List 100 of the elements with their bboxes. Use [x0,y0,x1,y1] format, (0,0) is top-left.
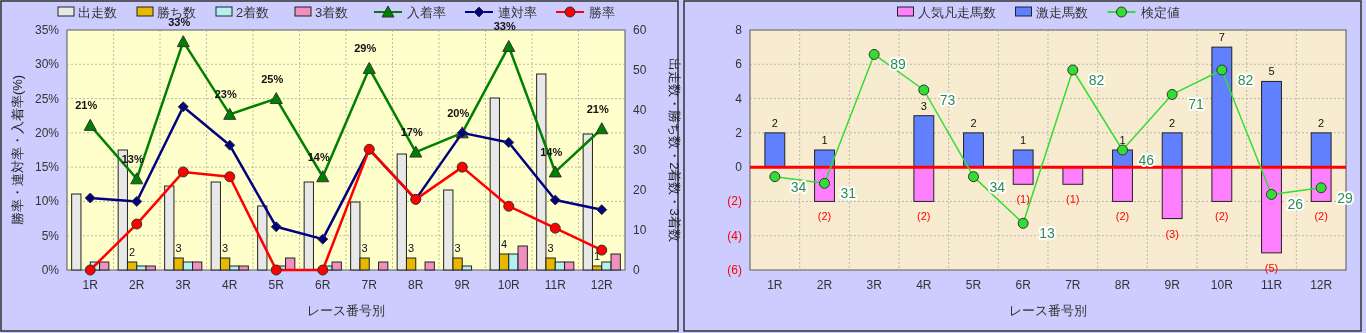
data-label: 1 [1119,134,1126,146]
y-tick-label: 5% [41,228,60,243]
x-tick-label: 10R [1210,278,1234,292]
x-tick-label: 3R [175,278,192,292]
data-label: 2 [129,246,136,258]
legend-label: 勝率 [589,5,615,20]
x-tick-label: 10R [497,278,521,292]
y-tick-label: 8 [735,23,743,37]
data-label: 46 [1138,152,1155,168]
data-label: (2) [1115,210,1130,223]
x-tick-label: 3R [866,278,883,292]
data-label: 3 [175,242,182,254]
legend-label: 3着数 [315,5,349,20]
legend-label: 入着率 [407,5,446,20]
data-label: 4 [501,238,508,250]
data-label: 34 [790,178,807,195]
data-label: 3 [454,242,461,254]
y-tick-label: (4) [727,228,742,243]
data-label: (2) [1314,210,1328,223]
y2-tick-label: 20 [633,183,647,197]
y-tick-label: 0% [41,263,60,277]
y-tick-label: 0 [735,160,743,175]
data-label: 3 [361,242,368,254]
data-label: 2 [771,116,778,129]
x-tick-label: 12R [1310,278,1333,292]
x-tick-label: 4R [916,278,932,292]
data-label: 71 [1188,96,1204,113]
data-label: 1 [594,250,601,262]
x-tick-label: 7R [361,278,378,292]
x-tick-label: 11R [544,278,567,292]
data-label: 31 [840,185,857,202]
data-label: 2 [1169,116,1176,129]
data-label: 73 [939,92,956,108]
y-tick-label: 30% [34,57,60,72]
y-tick-label: 4 [735,91,743,106]
x-tick-label: 9R [454,278,471,292]
y-tick-label: 10% [34,194,60,209]
x-tick-label: 4R [222,278,238,292]
x-tick-label: 8R [408,278,424,292]
data-label: 3 [547,242,554,254]
data-label: 1 [1020,134,1027,146]
data-label: (1) [1016,193,1030,206]
x-axis-title: レース番号別 [307,303,385,318]
x-tick-label: 6R [1015,278,1032,292]
data-label: (2) [1215,210,1229,223]
y-tick-label: (2) [727,194,742,209]
data-label: 3 [408,242,415,254]
y-axis-title: 勝率・連対率・入着率(%) [10,74,25,226]
data-label: (1) [1066,193,1080,206]
x-tick-label: 9R [1164,278,1181,292]
x-tick-label: 5R [268,278,285,292]
x-tick-label: 5R [965,278,982,292]
x-tick-label: 6R [315,278,331,292]
data-label: 3 [222,242,229,254]
x-tick-label: 12R [590,278,614,292]
y2-axis-title: 出走数・勝ち数・2着数・3着数 [667,58,682,242]
data-label: (2) [817,210,832,223]
data-label: 21% [586,102,609,115]
data-label: (3) [1165,227,1179,240]
legend-label: 検定値 [1140,5,1180,20]
x-tick-label: 7R [1065,278,1081,292]
y-tick-label: 25% [34,91,60,106]
data-label: 82 [1088,72,1105,88]
data-label: (2) [917,210,931,223]
y-tick-label: 20% [34,125,60,140]
data-label: 2 [970,116,977,129]
data-label: 3 [920,99,927,112]
x-tick-label: 2R [129,278,145,292]
y2-tick-label: 60 [633,23,647,37]
data-label: 21% [75,99,98,112]
legend-label: 出走数 [78,5,117,20]
data-label: 20% [447,106,470,119]
x-tick-label: 8R [1114,278,1131,292]
legend-label: 2着数 [236,5,270,20]
y2-tick-label: 50 [633,63,647,77]
y2-tick-label: 0 [633,263,640,277]
data-label: 33% [493,20,516,33]
data-label: 7 [1218,31,1225,44]
data-label: 5 [1268,65,1275,78]
data-label: 34 [989,178,1006,195]
y-tick-label: 2 [735,125,743,140]
data-label: 2 [1318,116,1325,129]
y-tick-label: 35% [34,23,60,37]
data-label: 29% [354,42,377,55]
y2-tick-label: 40 [633,103,647,117]
legend-label: 人気凡走馬数 [917,5,996,20]
x-tick-label: 2R [816,278,833,292]
data-label: (5) [1264,261,1279,274]
x-tick-label: 11R [1260,278,1283,292]
y-tick-label: 15% [34,160,60,175]
y2-tick-label: 10 [633,223,647,237]
data-label: 26 [1287,196,1304,213]
data-label: 82 [1237,72,1254,88]
y-tick-label: (6) [727,263,742,277]
y-tick-label: 6 [735,57,743,72]
y2-tick-label: 30 [633,143,647,157]
x-tick-label: 1R [82,278,99,292]
data-label: 29 [1337,189,1353,206]
x-tick-label: 1R [767,278,783,292]
legend-label: 激走馬数 [1035,5,1088,20]
